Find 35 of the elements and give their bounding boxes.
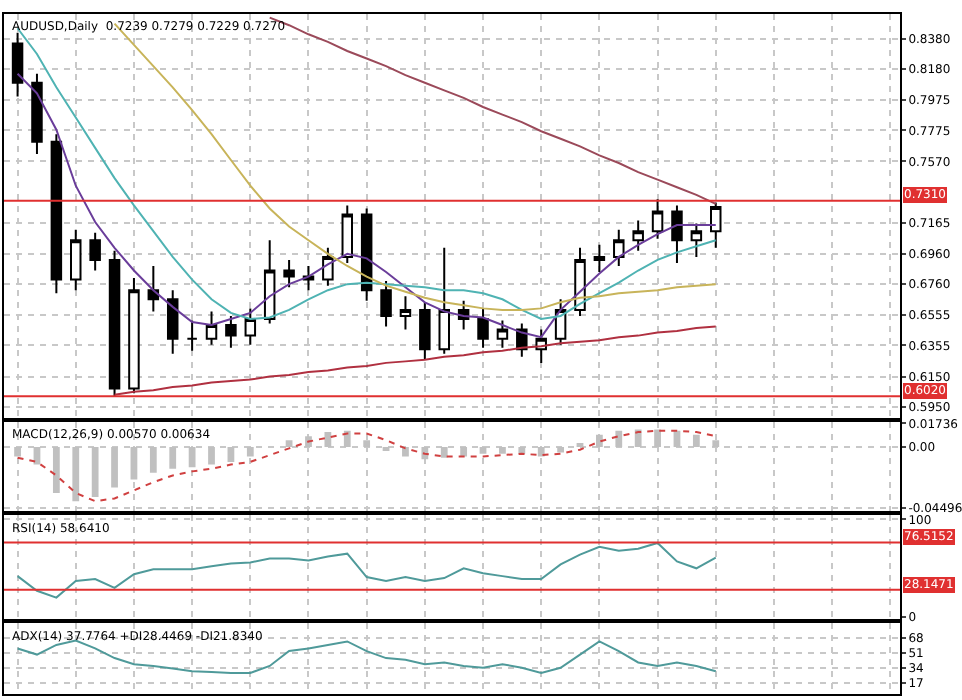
line-series bbox=[16, 429, 717, 503]
candlestick bbox=[651, 198, 664, 240]
candlestick bbox=[671, 204, 683, 264]
candlestick bbox=[31, 72, 43, 155]
candlestick bbox=[380, 280, 392, 328]
candlestick bbox=[50, 133, 63, 295]
candlestick bbox=[89, 231, 101, 272]
candlestick bbox=[244, 307, 257, 346]
candlestick bbox=[205, 310, 218, 346]
candlestick bbox=[690, 222, 703, 258]
candlestick bbox=[108, 249, 121, 398]
candlestick bbox=[438, 246, 450, 355]
candlestick bbox=[632, 219, 644, 252]
line-series bbox=[16, 639, 717, 674]
candlestick bbox=[710, 201, 722, 249]
line-series bbox=[16, 541, 717, 599]
candlestick bbox=[70, 228, 82, 292]
candlestick bbox=[477, 307, 489, 349]
candlestick bbox=[419, 301, 431, 361]
candlestick bbox=[322, 246, 334, 287]
candlestick bbox=[128, 277, 140, 395]
candlestick bbox=[613, 228, 625, 267]
candlestick bbox=[341, 204, 354, 264]
candlestick bbox=[399, 295, 412, 331]
candlestick bbox=[283, 258, 295, 289]
candlestick bbox=[496, 319, 509, 349]
candlestick bbox=[11, 31, 24, 98]
line-series bbox=[16, 72, 717, 339]
candlestick bbox=[147, 264, 160, 313]
line-series bbox=[113, 325, 717, 396]
candlestick bbox=[166, 289, 179, 355]
candlestick bbox=[263, 239, 276, 325]
candlestick bbox=[593, 243, 606, 274]
candlestick bbox=[225, 314, 237, 349]
candlestick bbox=[186, 319, 198, 352]
